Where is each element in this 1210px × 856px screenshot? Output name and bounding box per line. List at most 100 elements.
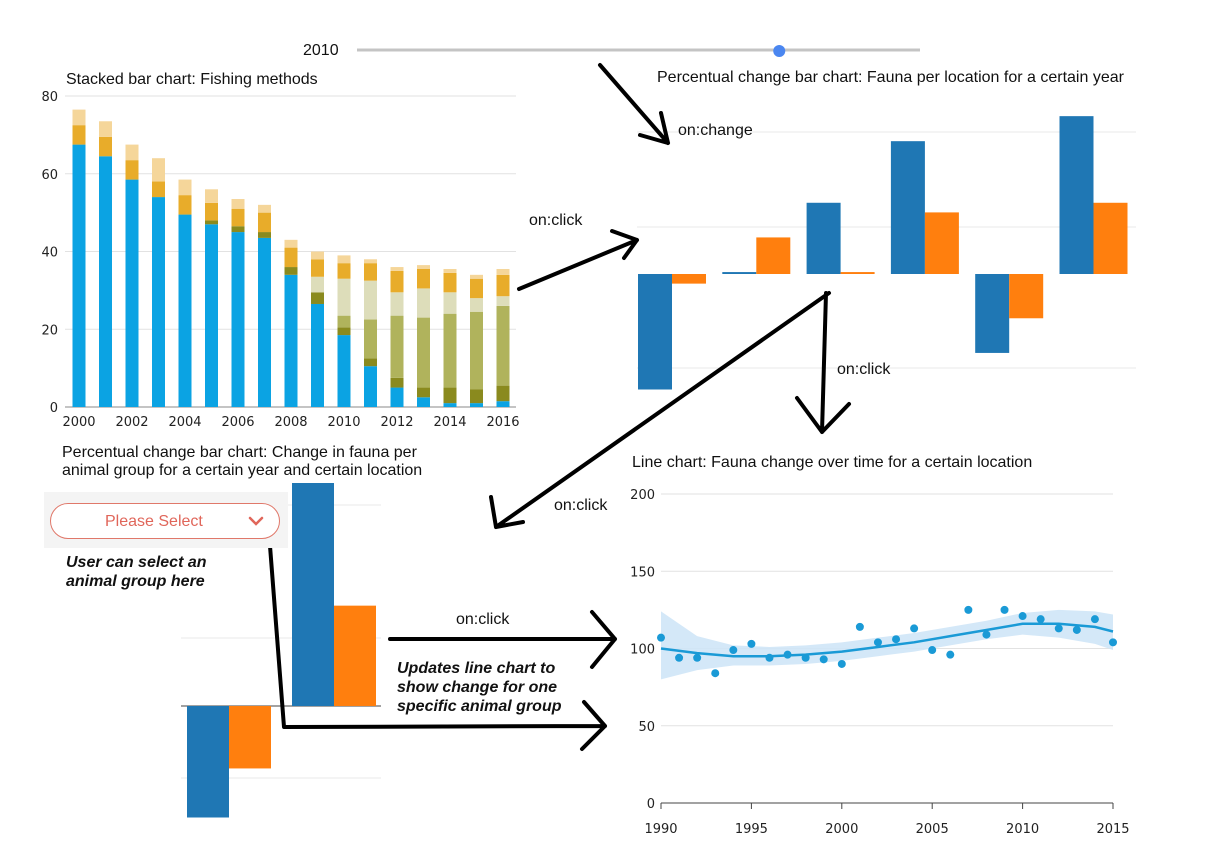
- bar-segment: [364, 319, 377, 359]
- x-tick-label: 2010: [1006, 822, 1039, 837]
- bar-segment: [284, 274, 298, 407]
- x-tick-label: 2012: [380, 415, 413, 430]
- bar-segment: [443, 403, 457, 407]
- bar-segment: [390, 292, 404, 316]
- bar-segment: [443, 292, 457, 314]
- y-tick-label: 100: [630, 643, 655, 658]
- data-point: [765, 653, 774, 662]
- bar-segment: [470, 311, 483, 390]
- bar: [806, 202, 841, 274]
- data-point: [747, 639, 756, 648]
- bar-segment: [311, 303, 324, 407]
- bar-segment: [337, 335, 351, 407]
- data-point: [693, 653, 702, 662]
- bar-segment: [205, 220, 218, 225]
- bar-segment: [470, 403, 483, 407]
- flow-arrows: [267, 63, 851, 751]
- bar-segment: [231, 199, 245, 209]
- bar-segment: [231, 208, 245, 227]
- x-tick-label: 2008: [274, 415, 307, 430]
- data-point: [946, 650, 955, 659]
- bar: [840, 272, 875, 274]
- bar: [1009, 274, 1044, 319]
- bar-segment: [443, 268, 457, 273]
- bar-segment: [496, 385, 510, 402]
- y-tick-label: 0: [647, 797, 655, 812]
- year-slider-label: 2010: [303, 42, 339, 59]
- line-chart-title: Line chart: Fauna change over time for a…: [632, 454, 1033, 471]
- x-tick-label: 2014: [433, 415, 466, 430]
- bar: [1059, 116, 1094, 275]
- bar-segment: [231, 232, 245, 407]
- data-point: [1036, 615, 1045, 624]
- x-tick-label: 2002: [115, 415, 148, 430]
- bar-segment: [72, 125, 86, 145]
- data-point: [873, 638, 882, 647]
- bar-segment: [337, 315, 351, 328]
- data-point: [1000, 605, 1009, 614]
- bar-segment: [125, 144, 139, 161]
- y-tick-label: 60: [41, 168, 58, 183]
- y-tick-label: 0: [50, 401, 58, 416]
- on-click-label-location-left: on:click: [554, 497, 608, 514]
- bar: [890, 141, 925, 274]
- y-tick-label: 150: [630, 565, 655, 580]
- bar-segment: [417, 317, 430, 388]
- bar-segment: [417, 397, 430, 407]
- year-slider[interactable]: [357, 45, 920, 57]
- bar-segment: [152, 158, 165, 182]
- bar-segment: [364, 366, 377, 407]
- arrow-select-to-line: [267, 531, 607, 751]
- bar-segment: [99, 121, 112, 137]
- location-change-chart[interactable]: [637, 116, 1136, 390]
- bar-segment: [152, 181, 165, 198]
- bar-segment: [390, 270, 404, 293]
- data-point: [982, 630, 991, 639]
- bar-segment: [178, 195, 192, 215]
- bar: [1093, 202, 1128, 274]
- location-chart-title: Percentual change bar chart: Fauna per l…: [657, 69, 1124, 86]
- bar-segment: [284, 267, 298, 275]
- bar: [924, 212, 959, 274]
- arrow-slider-to-location: [598, 63, 670, 145]
- bar: [187, 706, 229, 818]
- data-point: [675, 653, 684, 662]
- slider-thumb[interactable]: [773, 45, 786, 57]
- bar-segment: [364, 358, 377, 367]
- x-tick-label: 2000: [825, 822, 858, 837]
- bar-segment: [443, 387, 457, 404]
- bar-segment: [337, 255, 351, 264]
- bar: [722, 272, 757, 274]
- x-tick-label: 2004: [168, 415, 201, 430]
- bar-segment: [417, 387, 430, 398]
- bar: [975, 274, 1010, 353]
- select-help-line2: animal group here: [66, 573, 205, 590]
- data-point: [657, 633, 665, 642]
- bar-segment: [496, 296, 510, 306]
- bar-segment: [311, 259, 324, 277]
- data-point: [801, 653, 810, 662]
- x-tick-label: 2005: [916, 822, 949, 837]
- bar-segment: [125, 179, 139, 407]
- x-tick-label: 2010: [327, 415, 360, 430]
- bar-segment: [231, 226, 245, 233]
- x-tick-label: 2000: [62, 415, 95, 430]
- animal-group-select[interactable]: Please Select: [50, 503, 280, 539]
- bar-segment: [284, 247, 298, 268]
- on-click-label-location-down: on:click: [837, 361, 891, 378]
- bar-segment: [72, 144, 86, 407]
- data-point: [855, 622, 864, 631]
- arrow-location-to-line: [795, 291, 851, 434]
- bar-segment: [443, 313, 457, 388]
- x-tick-label: 1995: [735, 822, 768, 837]
- bar-segment: [337, 327, 351, 336]
- bar-segment: [258, 212, 271, 233]
- data-point: [964, 605, 973, 614]
- stacked-bar-chart[interactable]: 0 20 40 60 80 2000 2002 2004 2006 2008 2010 2012 201…: [41, 90, 519, 430]
- data-point: [892, 635, 901, 644]
- bar-segment: [364, 259, 377, 264]
- bar-segment: [311, 251, 324, 260]
- animal-chart-title-line1: Percentual change bar chart: Change in f…: [62, 444, 417, 461]
- data-point: [1054, 624, 1063, 633]
